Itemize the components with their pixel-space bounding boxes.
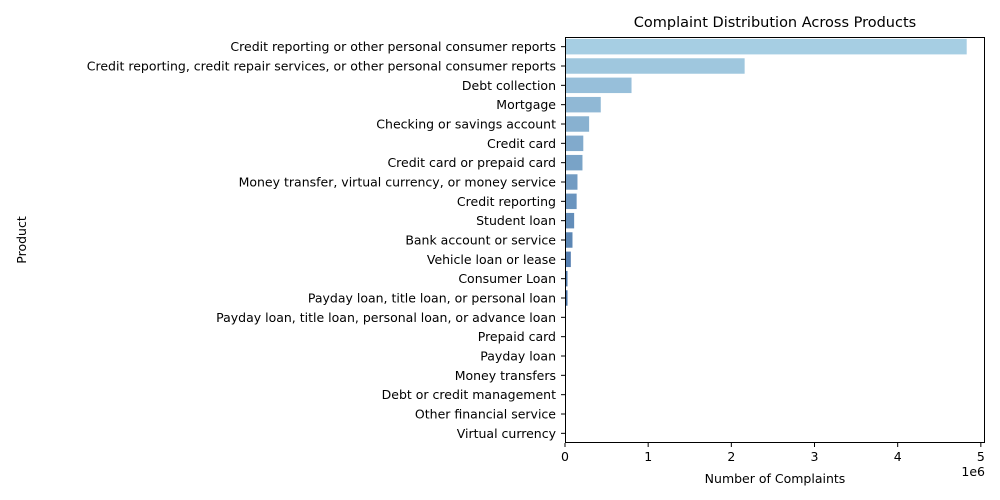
- category-label: Credit reporting or other personal consu…: [230, 39, 556, 54]
- x-tick-label: 4: [894, 449, 902, 464]
- x-tick-label: 2: [727, 449, 735, 464]
- category-label: Credit card: [487, 136, 556, 151]
- category-label: Checking or savings account: [376, 117, 556, 132]
- category-label: Debt collection: [462, 78, 556, 93]
- y-axis-label: Product: [14, 216, 29, 264]
- bar: [565, 290, 568, 306]
- category-label: Payday loan, title loan, personal loan, …: [216, 310, 556, 325]
- bar: [565, 116, 590, 132]
- bar: [565, 251, 571, 268]
- category-label: Student loan: [476, 213, 556, 228]
- x-ticks-group: 0 1 2 3 4 5: [561, 443, 985, 464]
- category-labels-group: Credit reporting or other personal consu…: [87, 39, 565, 441]
- bar: [565, 38, 967, 55]
- bar: [565, 96, 601, 113]
- x-tick-label: 5: [977, 449, 985, 464]
- x-tick-label: 1: [644, 449, 652, 464]
- bar: [565, 135, 584, 152]
- bar: [565, 77, 632, 94]
- bars-group: [565, 38, 967, 442]
- category-label: Money transfers: [455, 368, 556, 383]
- category-label: Virtual currency: [457, 426, 557, 441]
- bar: [565, 193, 577, 210]
- category-label: Bank account or service: [405, 233, 556, 248]
- x-tick-label: 3: [811, 449, 819, 464]
- x-tick-label: 0: [561, 449, 569, 464]
- category-label: Credit card or prepaid card: [387, 155, 556, 170]
- category-label: Other financial service: [415, 407, 556, 422]
- category-label: Debt or credit management: [382, 387, 556, 402]
- bar: [565, 58, 745, 74]
- bar: [565, 212, 575, 229]
- category-label: Mortgage: [496, 97, 556, 112]
- category-label: Payday loan, title loan, or personal loa…: [308, 291, 556, 306]
- category-label: Payday loan: [480, 349, 556, 364]
- axes-frame: [565, 37, 985, 443]
- bar: [565, 232, 573, 248]
- category-label: Credit reporting, credit repair services…: [87, 59, 556, 74]
- category-label: Consumer Loan: [458, 271, 556, 286]
- category-label: Money transfer, virtual currency, or mon…: [239, 175, 557, 190]
- x-axis-offset: 1e6: [961, 464, 985, 479]
- x-axis-label: Number of Complaints: [705, 471, 846, 486]
- category-label: Vehicle loan or lease: [427, 252, 556, 267]
- bar: [565, 154, 583, 171]
- bar: [565, 270, 568, 287]
- category-label: Credit reporting: [457, 194, 556, 209]
- bar: [565, 174, 578, 190]
- chart-title: Complaint Distribution Across Products: [634, 15, 916, 31]
- category-label: Prepaid card: [478, 329, 556, 344]
